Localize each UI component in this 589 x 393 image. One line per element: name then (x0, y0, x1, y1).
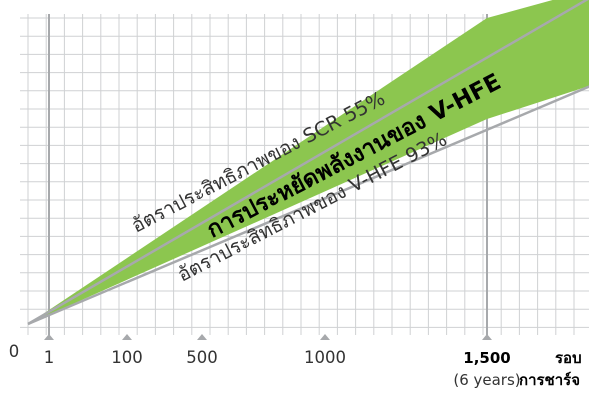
x-tick-label: 1000 (304, 348, 346, 367)
axis-tick-marker (122, 334, 132, 340)
series-line-scr (27, 0, 589, 326)
axis-tick-marker (320, 334, 330, 340)
savings-band-group (27, 0, 589, 326)
x-tick-label: 500 (186, 348, 218, 367)
axis-tick-marker (44, 334, 54, 340)
axis-tick-marker (197, 334, 207, 340)
x-tick-label: 0 (9, 342, 20, 361)
series-line-vhfe (27, 85, 589, 326)
x-unit-sublabel: การชาร์จ (519, 371, 580, 389)
x-tick-label: 1 (44, 348, 55, 367)
x-tick-label: 1,500 (463, 349, 510, 367)
axis-tick-marker (482, 334, 492, 340)
x-tick-sublabel: (6 years) (453, 371, 520, 389)
x-tick-label: 100 (111, 348, 143, 367)
x-unit-label: รอบ (555, 349, 582, 367)
